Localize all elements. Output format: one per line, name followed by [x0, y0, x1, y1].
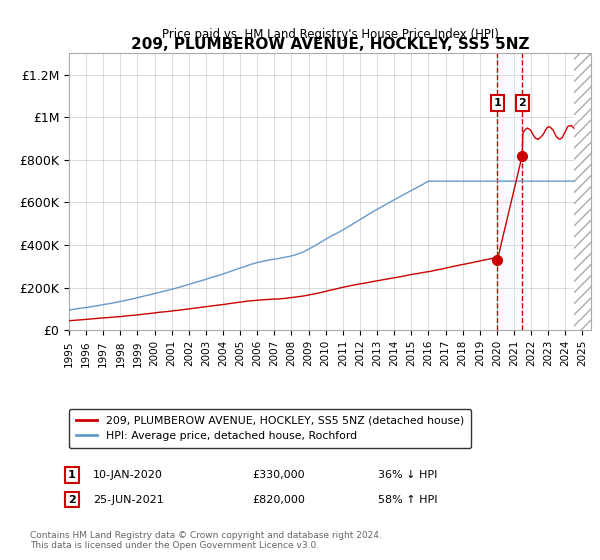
Text: £330,000: £330,000 — [252, 470, 305, 480]
Bar — [497, 53, 522, 330]
Text: 1: 1 — [494, 98, 501, 108]
Text: Price paid vs. HM Land Registry's House Price Index (HPI): Price paid vs. HM Land Registry's House … — [161, 27, 499, 40]
Bar — [574, 53, 591, 330]
Text: 2: 2 — [68, 494, 76, 505]
Text: 36% ↓ HPI: 36% ↓ HPI — [378, 470, 437, 480]
Text: Contains HM Land Registry data © Crown copyright and database right 2024.
This d: Contains HM Land Registry data © Crown c… — [30, 530, 382, 550]
Text: 10-JAN-2020: 10-JAN-2020 — [93, 470, 163, 480]
Text: £820,000: £820,000 — [252, 494, 305, 505]
Text: 25-JUN-2021: 25-JUN-2021 — [93, 494, 164, 505]
Legend: 209, PLUMBEROW AVENUE, HOCKLEY, SS5 5NZ (detached house), HPI: Average price, de: 209, PLUMBEROW AVENUE, HOCKLEY, SS5 5NZ … — [69, 409, 471, 447]
Title: 209, PLUMBEROW AVENUE, HOCKLEY, SS5 5NZ: 209, PLUMBEROW AVENUE, HOCKLEY, SS5 5NZ — [131, 37, 529, 52]
Text: 58% ↑ HPI: 58% ↑ HPI — [378, 494, 437, 505]
Text: 2: 2 — [518, 98, 526, 108]
Text: 1: 1 — [68, 470, 76, 480]
